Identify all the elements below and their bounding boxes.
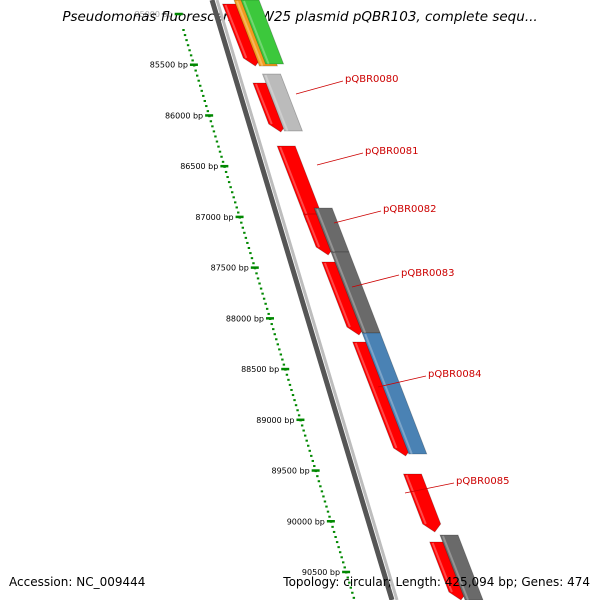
- tick-label: 87000 bp: [195, 213, 233, 222]
- cds-feature-shine: [323, 262, 351, 328]
- backbone-shadow: [215, 0, 399, 600]
- gene-feature[interactable]: [361, 332, 428, 455]
- gene-feature-shine: [236, 0, 264, 67]
- label-leader-line: [316, 152, 364, 166]
- tick-label: 89500 bp: [272, 467, 310, 476]
- tick-label: 90500 bp: [302, 568, 340, 577]
- tick-label: 87500 bp: [211, 264, 249, 273]
- cds-feature-shine: [279, 146, 311, 223]
- gene-label[interactable]: pQBR0081: [365, 146, 418, 157]
- cds-feature[interactable]: [402, 473, 442, 533]
- gene-label[interactable]: pQBR0084: [428, 369, 481, 380]
- cds-feature-shine: [405, 474, 427, 525]
- label-leader-line: [377, 375, 427, 388]
- tick-label: 90000 bp: [287, 517, 325, 526]
- gene-label[interactable]: pQBR0082: [383, 204, 436, 215]
- label-leader-line: [295, 80, 344, 95]
- backbone: [209, 0, 399, 600]
- tick-ring: 85000 bp 85500 bp 86000 bp 86500 bp 87000 bp…: [135, 10, 356, 599]
- tick-label: 86500 bp: [180, 162, 218, 171]
- summary-text: Topology: circular; Length: 425,094 bp; …: [283, 575, 590, 589]
- feature-ring: [221, 3, 468, 600]
- tick-label: 88000 bp: [226, 314, 264, 323]
- backbone-line: [209, 0, 395, 600]
- gene-feature-shine: [442, 535, 469, 600]
- cds-feature-shine: [431, 542, 453, 593]
- label-leader-line: [333, 210, 382, 224]
- cds-feature-shine: [255, 83, 273, 125]
- gene-feature[interactable]: [240, 0, 285, 65]
- label-leader-line: [351, 274, 400, 288]
- gene-label[interactable]: pQBR0080: [345, 74, 398, 85]
- outer-ring: [233, 0, 484, 600]
- tick-label: 88500 bp: [241, 365, 279, 374]
- gene-label-group: pQBR0080 pQBR0081 pQBR0082 pQBR0083 pQBR0084…: [295, 74, 509, 494]
- cds-feature-shine: [354, 342, 398, 449]
- gene-label[interactable]: pQBR0083: [401, 268, 454, 279]
- cds-feature-shine: [305, 214, 321, 248]
- label-leader-line: [404, 482, 455, 494]
- gene-feature[interactable]: [261, 73, 303, 132]
- gene-feature[interactable]: [439, 534, 484, 600]
- tick-label: 86000 bp: [165, 111, 203, 120]
- gene-feature-shine: [264, 74, 289, 132]
- gene-feature-shine: [316, 208, 335, 253]
- gene-feature-shine: [364, 333, 413, 455]
- gene-feature-shine: [243, 0, 270, 65]
- tick-label: 85000 bp: [135, 10, 173, 19]
- accession-text: Accession: NC_009444: [9, 575, 146, 589]
- gene-label[interactable]: pQBR0085: [456, 476, 509, 487]
- tick-label: 85500 bp: [150, 61, 188, 70]
- gene-feature-shine: [333, 252, 367, 334]
- cds-feature-shine: [224, 4, 248, 59]
- tick-label: 89000 bp: [256, 416, 294, 425]
